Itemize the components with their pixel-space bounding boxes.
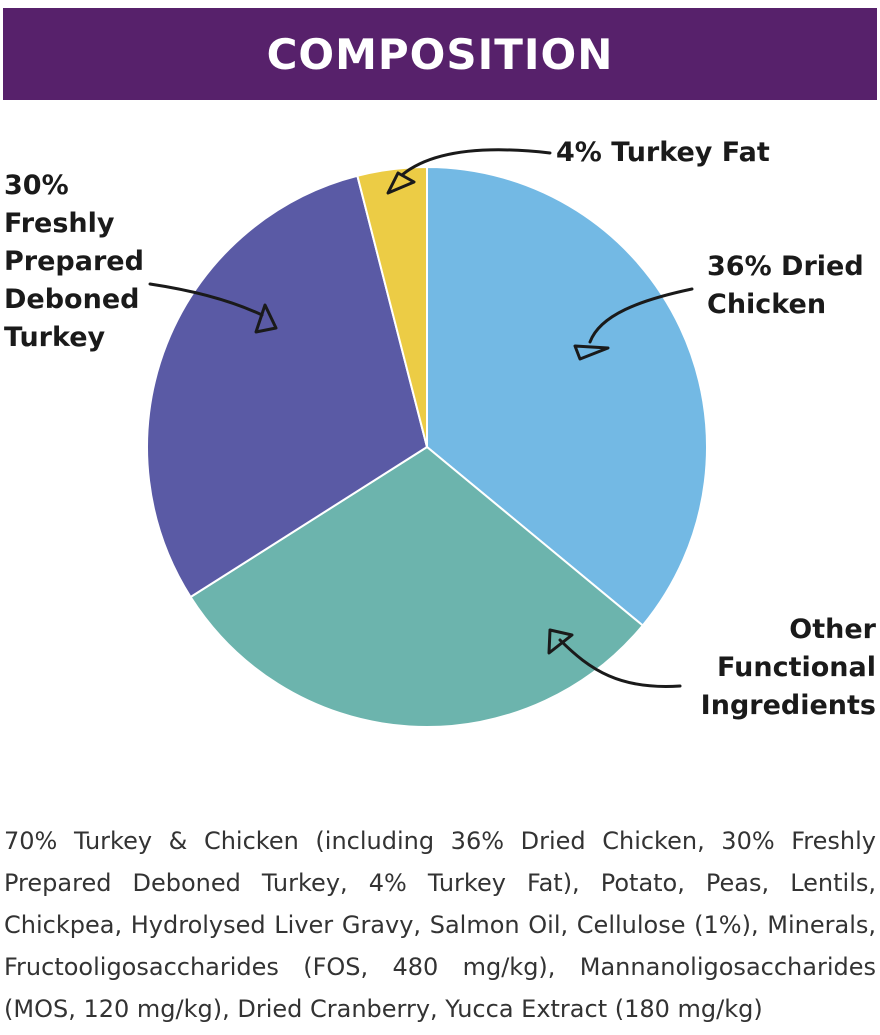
slice-other-functional-ingredients [189,445,645,728]
slice-deboned-turkey [146,174,429,599]
label-line: Prepared [4,246,144,277]
label-line: 4% Turkey Fat [556,137,770,168]
composition-text: 70% Turkey & Chicken (including 36% Drie… [4,827,876,1023]
slice-dried-chicken [426,165,708,627]
label-line: Chicken [707,289,827,320]
pointer-arrow-other-functional [558,638,682,689]
label-turkey-fat: 4% Turkey Fat [556,134,770,172]
label-line: Freshly [4,208,115,239]
label-line: Turkey [4,322,106,353]
pointer-arrow-turkey [148,282,264,317]
label-line: Functional [717,652,876,683]
pointer-arrow-head-other-functional [547,628,574,655]
label-line: Other [789,614,876,645]
label-deboned-turkey: 30% Freshly Prepared Deboned Turkey [4,167,144,357]
slice-turkey-fat [356,165,428,448]
composition-pie-chart [146,148,708,728]
label-line: Ingredients [700,690,876,721]
label-line: 30% [4,170,69,201]
pointer-arrow-head-dried-chicken [573,344,610,361]
label-other-functional-ingredients: Other Functional Ingredients [701,611,876,725]
pointer-arrow-turkey-fat [400,148,552,177]
label-line: 36% Dried [707,251,864,282]
label-line: Deboned [4,284,140,315]
page-title: COMPOSITION [266,29,614,79]
pointer-arrow-head-turkey-fat [386,171,416,195]
composition-banner: COMPOSITION [3,8,877,100]
pointer-arrow-head-turkey [254,303,278,334]
label-dried-chicken: 36% Dried Chicken [707,248,864,324]
pointer-arrow-dried-chicken [588,287,694,344]
